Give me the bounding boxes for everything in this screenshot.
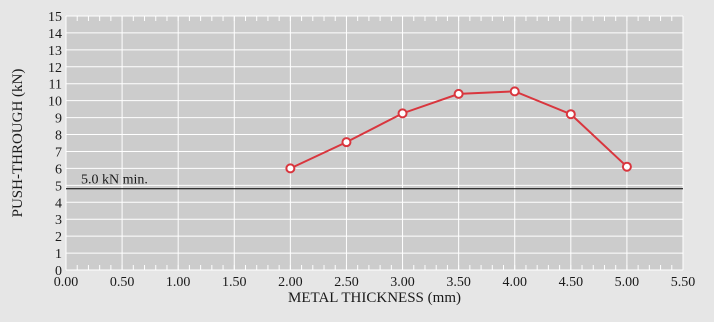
data-point	[453, 88, 464, 99]
y-tick-label: 3	[55, 213, 62, 228]
y-tick-label: 4	[55, 196, 62, 211]
data-point	[397, 108, 408, 119]
reference-line-group: 5.0 kN min.	[66, 173, 683, 190]
x-tick-label: 1.50	[222, 275, 247, 290]
y-tick-label: 11	[49, 78, 62, 93]
x-tick-label: 4.50	[559, 275, 584, 290]
x-tick-label: 3.00	[390, 275, 415, 290]
series-group	[285, 86, 632, 174]
reference-label: 5.0 kN min.	[81, 173, 148, 188]
x-tick-labels: 0.00 0.50 1.00 1.50 2.00 2.50 3.00 3.50 4.00 4.50…	[54, 275, 696, 290]
grid-lines	[65, 15, 684, 271]
x-tick-label: 5.50	[671, 275, 696, 290]
x-axis-title: METAL THICKNESS (mm)	[288, 290, 461, 306]
x-tick-label: 1.00	[166, 275, 191, 290]
x-tick-label: 4.00	[502, 275, 527, 290]
x-tick-label: 2.00	[278, 275, 303, 290]
y-tick-label: 6	[55, 162, 62, 177]
y-tick-label: 5	[55, 179, 62, 194]
data-point	[621, 161, 632, 172]
y-tick-label: 7	[55, 145, 62, 160]
data-point	[565, 109, 576, 120]
y-tick-label: 2	[55, 230, 62, 245]
x-tick-label: 5.00	[615, 275, 640, 290]
x-tick-label: 0.00	[54, 275, 79, 290]
y-tick-label: 15	[48, 10, 62, 25]
y-tick-label: 8	[55, 129, 62, 144]
x-tick-label: 0.50	[110, 275, 135, 290]
x-tick-label: 3.50	[446, 275, 471, 290]
y-tick-label: 10	[48, 95, 62, 110]
y-tick-label: 9	[55, 112, 62, 127]
y-tick-label: 1	[55, 247, 62, 262]
y-tick-label: 0	[55, 264, 62, 279]
y-tick-label: 13	[48, 44, 62, 59]
data-point	[509, 86, 520, 97]
y-axis-title: PUSH-THROUGH (kN)	[10, 69, 26, 218]
data-point	[285, 163, 296, 174]
y-tick-label: 14	[48, 27, 62, 42]
plot-background	[66, 16, 683, 270]
minor-ticks	[65, 16, 684, 270]
x-tick-label: 2.50	[334, 275, 359, 290]
data-point	[341, 137, 352, 148]
y-tick-label: 12	[48, 61, 62, 76]
